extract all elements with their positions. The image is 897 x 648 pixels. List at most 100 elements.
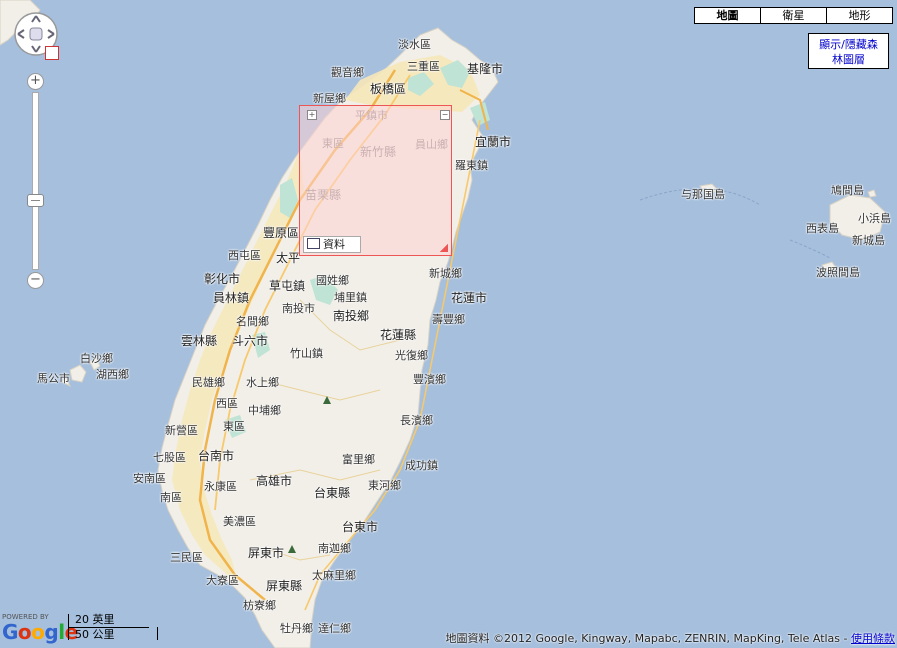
place-label: 西屯區 xyxy=(228,249,261,262)
place-label: 南投鄉 xyxy=(333,309,370,323)
place-label: 鳩間島 xyxy=(831,184,864,197)
resize-handle-icon[interactable] xyxy=(440,244,448,252)
map-type-map-button[interactable]: 地圖 xyxy=(716,9,739,22)
place-label: 富里鄉 xyxy=(342,453,375,466)
place-label: 板橋區 xyxy=(370,82,407,96)
place-label: 東河鄉 xyxy=(368,479,401,492)
place-label: 斗六市 xyxy=(232,334,269,348)
place-label: 南迦鄉 xyxy=(318,542,351,555)
place-label: 牡丹鄉 xyxy=(280,622,313,635)
place-label: 白沙鄉 xyxy=(80,352,113,365)
place-label: 枋寮鄉 xyxy=(243,599,276,612)
place-label: 民雄鄉 xyxy=(192,376,225,389)
google-logo[interactable]: POWERED BY Google xyxy=(2,613,78,644)
place-label: 太平 xyxy=(276,251,301,265)
terms-of-use-link[interactable]: 使用條款 xyxy=(851,632,895,645)
place-label: 羅東鎮 xyxy=(455,159,488,172)
map-type-selector: 地圖 衛星 地形 xyxy=(694,7,893,24)
place-label: 雲林縣 xyxy=(181,334,218,348)
place-label: 水上鄉 xyxy=(246,376,279,389)
place-label: 屏東市 xyxy=(248,546,285,560)
pan-control-graphic xyxy=(14,12,58,56)
pan-left-icon xyxy=(17,29,25,39)
hand-icon xyxy=(29,27,43,41)
scale-bar: 20 英里 50 公里 xyxy=(68,614,158,644)
pan-control[interactable] xyxy=(12,10,60,58)
place-label: 國姓鄉 xyxy=(316,274,349,287)
place-label: 觀音鄉 xyxy=(331,66,364,79)
place-label: 新營區 xyxy=(165,424,198,437)
forest-layer-label-line2: 林圖層 xyxy=(832,53,865,66)
place-label: 太麻里鄉 xyxy=(312,569,356,582)
place-label: 名間鄉 xyxy=(236,315,269,328)
place-label: 永康區 xyxy=(204,480,237,493)
place-label: 与那国島 xyxy=(681,188,725,201)
place-label: 馬公市 xyxy=(37,372,70,385)
attribution-text: 地圖資料 ©2012 Google, Kingway, Mapabc, ZENR… xyxy=(445,632,851,645)
pan-up-icon xyxy=(31,15,41,23)
pan-down-icon xyxy=(31,45,41,53)
place-label: 新城鄉 xyxy=(429,267,462,280)
place-label: 草屯鎮 xyxy=(269,279,306,293)
place-label: 南區 xyxy=(160,491,182,504)
fullscreen-icon[interactable] xyxy=(45,46,59,60)
place-label: 大寮區 xyxy=(206,574,239,587)
book-icon xyxy=(307,238,320,249)
forest-region-overlay[interactable]: + − xyxy=(299,105,452,256)
place-label: 花蓮市 xyxy=(451,291,488,305)
scale-km: 50 公里 xyxy=(75,628,115,641)
place-label: 新屋鄉 xyxy=(313,92,346,105)
place-label: 竹山鎮 xyxy=(290,347,323,360)
place-label: 淡水區 xyxy=(398,38,431,51)
place-label: 員林鎮 xyxy=(213,291,250,305)
place-label: 台南市 xyxy=(198,449,235,463)
place-label: 台東市 xyxy=(342,520,379,534)
place-label: 湖西鄉 xyxy=(96,368,129,381)
place-label: 豐濱鄉 xyxy=(413,373,446,386)
place-label: 安南區 xyxy=(133,472,166,485)
place-label: 七股區 xyxy=(153,451,186,464)
place-label: 宜蘭市 xyxy=(475,135,512,149)
place-label: 長濱鄉 xyxy=(400,414,433,427)
place-label: 波照間島 xyxy=(816,266,860,279)
collapse-icon[interactable]: − xyxy=(440,110,450,120)
place-label: 豐原區 xyxy=(263,226,300,240)
place-label: 三重區 xyxy=(407,60,440,73)
map-type-terrain-button[interactable]: 地形 xyxy=(826,8,892,23)
place-label: 台東縣 xyxy=(314,486,351,500)
google-wordmark: Google xyxy=(2,620,78,644)
place-label: 花蓮縣 xyxy=(380,328,417,342)
place-label: 壽豐鄉 xyxy=(432,313,465,326)
zoom-in-button[interactable]: + xyxy=(27,73,44,90)
place-label: 達仁鄉 xyxy=(318,622,351,635)
powered-by-text: POWERED BY xyxy=(2,613,49,621)
place-label: 基隆市 xyxy=(467,62,504,76)
place-label: 中埔鄉 xyxy=(248,404,281,417)
info-button[interactable]: 資料 xyxy=(303,236,361,253)
place-label: 西表島 xyxy=(806,222,839,235)
place-label: 彰化市 xyxy=(204,272,241,286)
pan-right-icon xyxy=(47,29,55,39)
place-label: 高雄市 xyxy=(256,474,293,488)
place-label: 東區 xyxy=(223,420,245,433)
zoom-slider-thumb[interactable] xyxy=(27,194,44,207)
forest-layer-label-line1: 顯示/隱藏森 xyxy=(819,38,878,51)
place-label: 西區 xyxy=(216,397,238,410)
place-label: 成功鎮 xyxy=(405,459,438,472)
place-label: 美濃區 xyxy=(223,515,256,528)
info-button-label: 資料 xyxy=(323,238,345,251)
place-label: 新城島 xyxy=(852,234,885,247)
scale-miles: 20 英里 xyxy=(75,613,115,626)
place-label: 小浜島 xyxy=(858,212,891,225)
zoom-slider-track[interactable] xyxy=(32,92,39,270)
place-label: 南投市 xyxy=(282,302,315,315)
map-attribution: 地圖資料 ©2012 Google, Kingway, Mapabc, ZENR… xyxy=(445,630,895,646)
place-label: 光復鄉 xyxy=(395,349,428,362)
zoom-out-button[interactable]: − xyxy=(27,272,44,289)
place-label: 三民區 xyxy=(170,551,203,564)
forest-layer-toggle-button[interactable]: 顯示/隱藏森 林圖層 xyxy=(808,33,889,69)
place-label: 屏東縣 xyxy=(266,579,303,593)
map-type-satellite-button[interactable]: 衛星 xyxy=(760,8,826,23)
expand-icon[interactable]: + xyxy=(307,110,317,120)
